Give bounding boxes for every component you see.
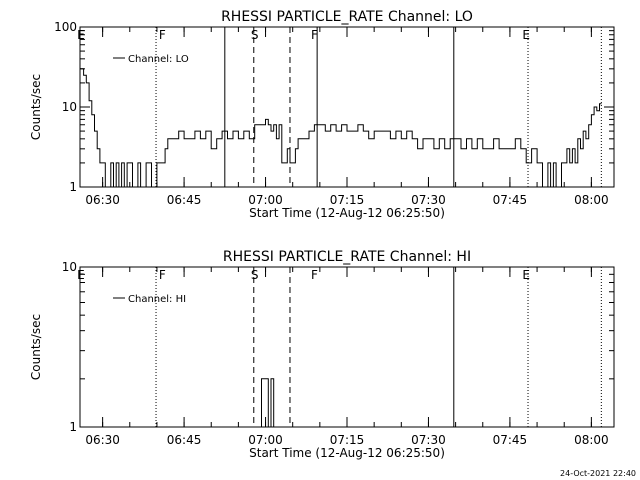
y-tick-label: 10 [62, 260, 77, 274]
chart-panel-0: RHESSI PARTICLE_RATE Channel: LO Start Ti… [29, 9, 615, 220]
event-label: S [251, 268, 259, 282]
legend-label: Channel: HI [128, 294, 186, 305]
y-tick-label: 10 [62, 100, 77, 114]
event-label: E [77, 268, 85, 282]
event-label: F [311, 28, 318, 42]
x-tick-label: 06:30 [85, 193, 120, 207]
event-label: E [522, 28, 530, 42]
event-label: F [311, 268, 318, 282]
event-label: E [77, 28, 85, 42]
x-tick-label: 07:45 [493, 433, 528, 447]
x-tick-label: 08:00 [574, 193, 609, 207]
series-line [260, 378, 276, 428]
x-tick-label: 07:00 [248, 433, 283, 447]
event-label: F [159, 268, 166, 282]
footer-timestamp: 24-Oct-2021 22:40 [560, 469, 636, 478]
event-label: S [251, 28, 259, 42]
x-tick-label: 07:30 [411, 433, 446, 447]
x-tick-label: 06:45 [167, 433, 202, 447]
x-axis-label: Start Time (12-Aug-12 06:25:50) [249, 446, 445, 460]
x-tick-label: 07:15 [330, 433, 365, 447]
event-label: F [159, 28, 166, 42]
event-label: E [522, 268, 530, 282]
chart-title: RHESSI PARTICLE_RATE Channel: HI [223, 249, 471, 265]
x-tick-label: 07:30 [411, 193, 446, 207]
series-line [80, 68, 602, 188]
chart-panel-1: RHESSI PARTICLE_RATE Channel: HI Start Ti… [29, 249, 615, 460]
x-tick-label: 07:45 [493, 193, 528, 207]
y-axis-label: Counts/sec [29, 74, 43, 140]
legend-label: Channel: LO [128, 54, 189, 65]
y-tick-label: 1 [69, 180, 77, 194]
y-tick-label: 1 [69, 420, 77, 434]
x-tick-label: 06:30 [85, 433, 120, 447]
x-tick-label: 07:00 [248, 193, 283, 207]
x-tick-label: 07:15 [330, 193, 365, 207]
x-tick-label: 08:00 [574, 433, 609, 447]
x-axis-label: Start Time (12-Aug-12 06:25:50) [249, 206, 445, 220]
y-axis-label: Counts/sec [29, 314, 43, 380]
chart-panels: RHESSI PARTICLE_RATE Channel: LO Start Ti… [29, 9, 615, 460]
chart-title: RHESSI PARTICLE_RATE Channel: LO [221, 9, 473, 25]
x-tick-label: 06:45 [167, 193, 202, 207]
y-tick-label: 100 [54, 20, 77, 34]
